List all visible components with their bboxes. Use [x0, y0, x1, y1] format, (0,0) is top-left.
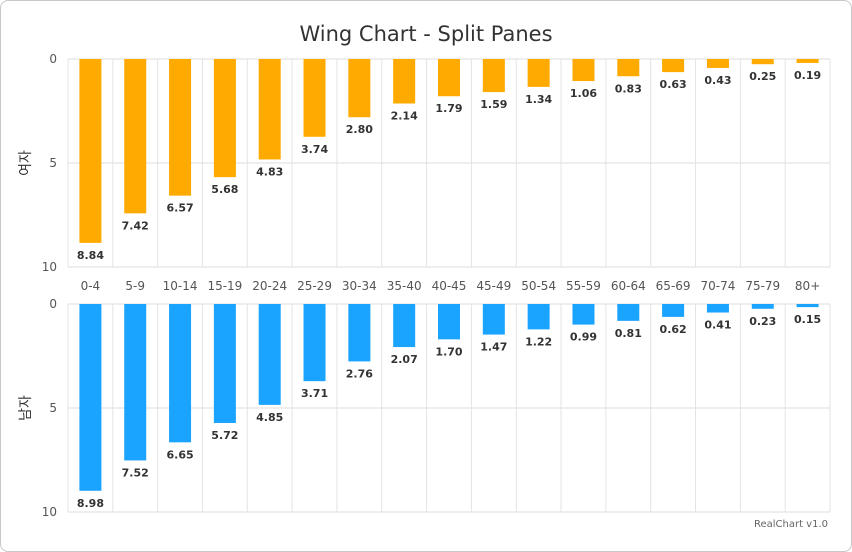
- data-label: 0.15: [794, 313, 821, 326]
- bar[interactable]: [438, 59, 460, 97]
- category-label: 80+: [795, 279, 820, 293]
- data-label: 6.57: [166, 202, 193, 215]
- data-label: 1.70: [435, 345, 462, 358]
- data-label: 0.19: [794, 69, 821, 82]
- data-label: 8.98: [77, 497, 104, 510]
- data-label: 5.68: [211, 183, 238, 196]
- data-label: 0.99: [570, 331, 597, 344]
- data-label: 2.14: [391, 110, 418, 123]
- pane-title: 남자: [18, 395, 34, 421]
- bar[interactable]: [258, 59, 281, 160]
- bar[interactable]: [348, 304, 371, 362]
- data-label: 0.41: [704, 319, 731, 332]
- data-label: 1.59: [480, 98, 507, 111]
- category-label: 75-79: [745, 279, 780, 293]
- data-label: 2.07: [391, 353, 418, 366]
- y-tick-label: 10: [42, 505, 57, 519]
- data-label: 7.52: [122, 466, 149, 479]
- category-label: 10-14: [163, 279, 198, 293]
- bar[interactable]: [258, 304, 281, 405]
- category-label: 20-24: [252, 279, 287, 293]
- data-label: 1.06: [570, 87, 597, 100]
- bar[interactable]: [438, 304, 460, 340]
- bar[interactable]: [482, 304, 505, 335]
- bar[interactable]: [706, 304, 729, 313]
- category-label: 65-69: [656, 279, 691, 293]
- bar[interactable]: [169, 304, 192, 443]
- bar[interactable]: [751, 304, 774, 309]
- pane-title: 여자: [18, 150, 34, 176]
- data-label: 1.47: [480, 341, 507, 354]
- data-label: 6.65: [166, 448, 193, 461]
- category-label: 30-34: [342, 279, 377, 293]
- data-label: 0.43: [704, 74, 731, 87]
- category-label: 70-74: [701, 279, 736, 293]
- category-label: 50-54: [521, 279, 556, 293]
- bar[interactable]: [393, 304, 416, 348]
- data-label: 4.83: [256, 165, 283, 178]
- data-label: 8.84: [77, 249, 104, 262]
- bar[interactable]: [348, 59, 371, 118]
- bar[interactable]: [527, 59, 550, 87]
- category-label: 25-29: [297, 279, 332, 293]
- data-label: 2.80: [346, 123, 373, 136]
- bar[interactable]: [572, 304, 595, 325]
- data-label: 4.85: [256, 411, 283, 424]
- bar[interactable]: [796, 304, 819, 308]
- y-tick-label: 0: [49, 297, 57, 311]
- data-label: 7.42: [122, 219, 149, 232]
- credit-label: RealChart v1.0: [754, 519, 828, 530]
- bar[interactable]: [482, 59, 505, 93]
- bar[interactable]: [124, 304, 147, 461]
- data-label: 0.62: [660, 323, 687, 336]
- bar[interactable]: [751, 59, 774, 65]
- category-axis: 0-4 5-9 10-14 15-19 20-24 25-29 30-34 35-40 40-4…: [81, 279, 821, 293]
- data-label: 1.22: [525, 335, 552, 348]
- y-tick-label: 10: [42, 260, 57, 274]
- category-label: 45-49: [476, 279, 511, 293]
- data-label: 5.72: [211, 429, 238, 442]
- data-label: 0.83: [615, 82, 642, 95]
- y-tick-label: 5: [49, 401, 57, 415]
- bar[interactable]: [303, 304, 326, 382]
- bar[interactable]: [169, 59, 192, 196]
- data-label: 2.76: [346, 367, 373, 380]
- pane-bottom-male: 0 5 10 남자 8.98 7.52 6.65 5.72 4.85 3.71 2.76 2.07 1.…: [18, 297, 831, 519]
- y-tick-label: 0: [49, 52, 57, 66]
- y-tick-label: 5: [49, 156, 57, 170]
- category-label: 55-59: [566, 279, 601, 293]
- data-label: 0.81: [615, 327, 642, 340]
- bar[interactable]: [79, 59, 102, 243]
- pane-top-female: 0 5 10 여자 8.84 7.42 6.57 5.68 4.83 3.74 2.80 2.14 1.…: [18, 52, 831, 274]
- bar[interactable]: [213, 304, 236, 423]
- data-label: 0.63: [660, 78, 687, 91]
- data-label: 0.23: [749, 315, 776, 328]
- category-label: 60-64: [611, 279, 646, 293]
- chart-title: Wing Chart - Split Panes: [299, 22, 552, 46]
- bar[interactable]: [124, 59, 147, 214]
- bar[interactable]: [662, 304, 685, 317]
- data-label: 3.74: [301, 143, 328, 156]
- bar[interactable]: [393, 59, 416, 104]
- data-label: 0.25: [749, 70, 776, 83]
- bar[interactable]: [572, 59, 595, 82]
- bar[interactable]: [213, 59, 236, 178]
- bar[interactable]: [303, 59, 326, 137]
- bar[interactable]: [617, 304, 640, 321]
- category-label: 35-40: [387, 279, 422, 293]
- bar[interactable]: [617, 59, 640, 77]
- category-label: 0-4: [81, 279, 101, 293]
- bar[interactable]: [706, 59, 729, 68]
- data-label: 1.79: [435, 102, 462, 115]
- bar[interactable]: [662, 59, 685, 73]
- data-label: 3.71: [301, 387, 328, 400]
- bar[interactable]: [796, 59, 819, 63]
- bar[interactable]: [79, 304, 102, 491]
- bar[interactable]: [527, 304, 550, 330]
- category-label: 5-9: [125, 279, 145, 293]
- data-label: 1.34: [525, 93, 552, 106]
- category-label: 15-19: [207, 279, 242, 293]
- category-label: 40-45: [432, 279, 467, 293]
